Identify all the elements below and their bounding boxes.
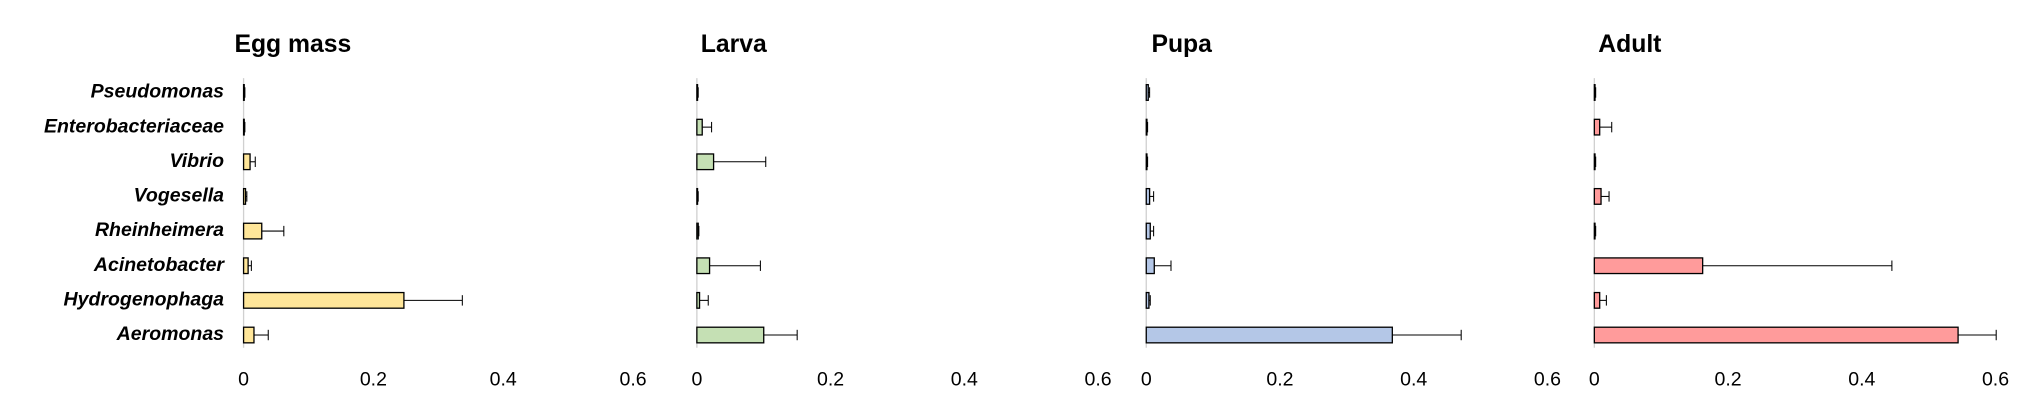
x-tick-label: 0.2: [1714, 369, 1741, 391]
category-label: Acinetobacter: [93, 254, 226, 276]
x-tick-label: 0.4: [1400, 369, 1427, 391]
bar: [1145, 84, 1149, 101]
category-label: Vogesella: [134, 185, 225, 207]
bar: [1145, 222, 1151, 240]
bar: [696, 153, 715, 171]
bar: [696, 326, 765, 344]
bar: [1593, 84, 1596, 101]
bar: [1145, 153, 1148, 171]
bar: [696, 84, 699, 101]
panel-title: Egg mass: [234, 31, 351, 58]
panel-title: Pupa: [1151, 31, 1212, 58]
x-tick-label: 0.4: [1848, 369, 1875, 391]
bar: [242, 187, 247, 205]
x-tick-label: 0: [691, 369, 702, 391]
bar: [1593, 187, 1602, 205]
x-tick-label: 0: [1141, 369, 1152, 391]
x-tick-label: 0.2: [360, 369, 387, 391]
x-tick-label: 0.4: [951, 369, 978, 391]
bar: [1593, 326, 1959, 344]
bar: [1145, 118, 1148, 136]
bar: [242, 326, 255, 344]
bar: [242, 153, 251, 171]
category-label: Enterobacteriaceae: [44, 115, 224, 137]
bar: [242, 291, 405, 309]
category-label: Rheinheimera: [95, 219, 224, 241]
category-label: Pseudomonas: [91, 81, 225, 103]
bar: [696, 118, 703, 136]
bar: [1593, 257, 1704, 275]
bar: [696, 187, 699, 205]
x-tick-label: 0.4: [490, 369, 517, 391]
bar: [242, 222, 263, 240]
x-tick-label: 0.6: [619, 369, 646, 391]
x-tick-label: 0.2: [1266, 369, 1293, 391]
x-tick-label: 0.2: [817, 369, 844, 391]
bar: [1145, 257, 1155, 275]
x-tick-label: 0.6: [1534, 369, 1561, 391]
bar: [1593, 153, 1596, 171]
bar: [242, 84, 245, 101]
bar: [242, 118, 245, 136]
bar: [696, 257, 711, 275]
panel-title: Adult: [1598, 31, 1661, 58]
bar: [242, 257, 249, 275]
x-tick-label: 0.6: [1982, 369, 2009, 391]
bar: [696, 291, 701, 309]
bar: [1145, 187, 1151, 205]
bar: [1145, 326, 1393, 344]
category-label: Aeromonas: [116, 323, 225, 345]
bar: [1593, 222, 1596, 240]
panel-title: Larva: [701, 31, 767, 58]
x-tick-label: 0: [1589, 369, 1600, 391]
bar: [1593, 118, 1601, 136]
bar: [696, 222, 699, 240]
x-tick-label: 0.6: [1084, 369, 1111, 391]
x-tick-label: 0: [238, 369, 249, 391]
category-label: Vibrio: [169, 150, 224, 172]
category-label: Hydrogenophaga: [64, 289, 225, 311]
bar: [1593, 291, 1601, 309]
bar: [1145, 291, 1150, 309]
